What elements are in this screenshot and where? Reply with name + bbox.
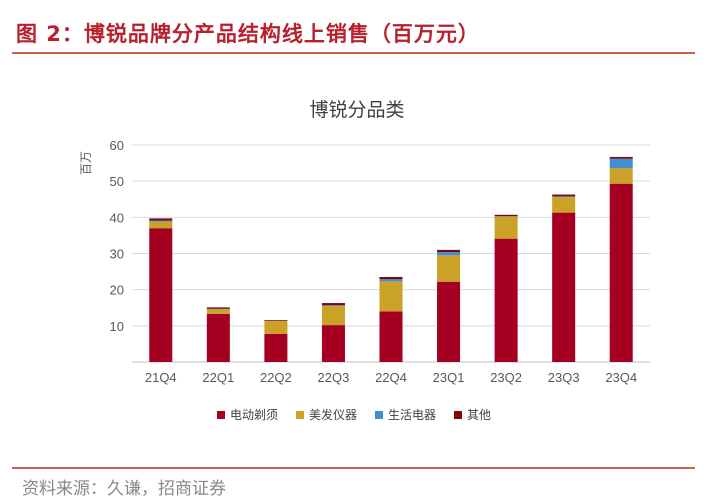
title-divider xyxy=(12,52,695,54)
x-tick-label: 22Q1 xyxy=(202,370,234,385)
bar-segment xyxy=(494,214,518,217)
bar-segment xyxy=(149,228,173,362)
y-tick-label: 20 xyxy=(110,283,124,298)
bar-segment xyxy=(552,197,576,213)
y-tick-labels: 10 20 30 40 50 60 xyxy=(110,138,124,334)
legend-label: 生活电器 xyxy=(388,408,436,422)
bar-segment xyxy=(321,325,345,362)
bar-segment xyxy=(206,307,230,309)
x-tick-label: 23Q4 xyxy=(605,370,637,385)
y-tick-label: 30 xyxy=(110,247,124,262)
y-tick-label: 60 xyxy=(110,138,124,153)
x-tick-label: 22Q2 xyxy=(260,370,292,385)
bar-segment xyxy=(437,252,461,256)
bar-segment xyxy=(609,158,633,169)
bar-segment xyxy=(264,320,288,334)
legend-label: 其他 xyxy=(467,408,491,422)
bar-segment xyxy=(379,281,403,312)
figure-title: 图 2：博锐品牌分产品结构线上销售（百万元） xyxy=(16,22,480,46)
bar-segment xyxy=(494,216,518,239)
legend: 电动剃须 美发仪器 生活电器 其他 xyxy=(217,407,491,422)
legend-swatch xyxy=(375,411,383,419)
chart-title: 博锐分品类 xyxy=(309,99,404,121)
legend-label: 美发仪器 xyxy=(309,407,357,422)
bar-segment xyxy=(149,218,173,221)
bar-segment xyxy=(149,220,173,222)
x-tick-label: 23Q2 xyxy=(490,370,522,385)
y-tick-label: 50 xyxy=(110,174,124,189)
bar-segment xyxy=(437,255,461,282)
x-tick-label: 22Q3 xyxy=(318,370,350,385)
bar-segment xyxy=(264,333,288,362)
source-note: 资料来源：久谦，招商证券 xyxy=(22,479,226,499)
x-tick-label: 21Q4 xyxy=(145,370,177,385)
bar-segment xyxy=(321,305,345,326)
footer-divider xyxy=(12,467,695,469)
legend-swatch xyxy=(217,411,225,419)
bar-segment xyxy=(379,279,403,282)
bars xyxy=(149,156,633,362)
y-axis-label: 百万 xyxy=(79,151,93,175)
bar-segment xyxy=(437,281,461,362)
bar-segment xyxy=(379,311,403,362)
bar-segment xyxy=(609,156,633,159)
y-tick-label: 40 xyxy=(110,210,124,225)
bar-segment xyxy=(264,320,288,321)
bar-segment xyxy=(494,238,518,362)
x-tick-label: 22Q4 xyxy=(375,370,407,385)
bar-segment xyxy=(552,212,576,362)
legend-swatch xyxy=(454,411,462,419)
bar-segment xyxy=(609,183,633,362)
x-tick-label: 23Q1 xyxy=(433,370,465,385)
bar-segment xyxy=(321,305,345,306)
legend-label: 电动剃须 xyxy=(230,408,278,422)
bar-segment xyxy=(552,194,576,197)
bar-segment xyxy=(321,303,345,306)
bar-segment xyxy=(206,313,230,362)
x-tick-label: 23Q3 xyxy=(548,370,580,385)
legend-swatch xyxy=(296,411,304,419)
bar-segment xyxy=(609,168,633,184)
x-tick-labels: 21Q4 22Q1 22Q2 22Q3 22Q4 23Q1 23Q2 23Q3 23Q4 xyxy=(145,370,637,385)
bar-segment xyxy=(379,277,403,280)
y-tick-label: 10 xyxy=(110,319,124,334)
bar-segment xyxy=(149,221,173,229)
bar-segment xyxy=(437,249,461,253)
bar-segment xyxy=(552,196,576,198)
bar-segment xyxy=(206,309,230,314)
